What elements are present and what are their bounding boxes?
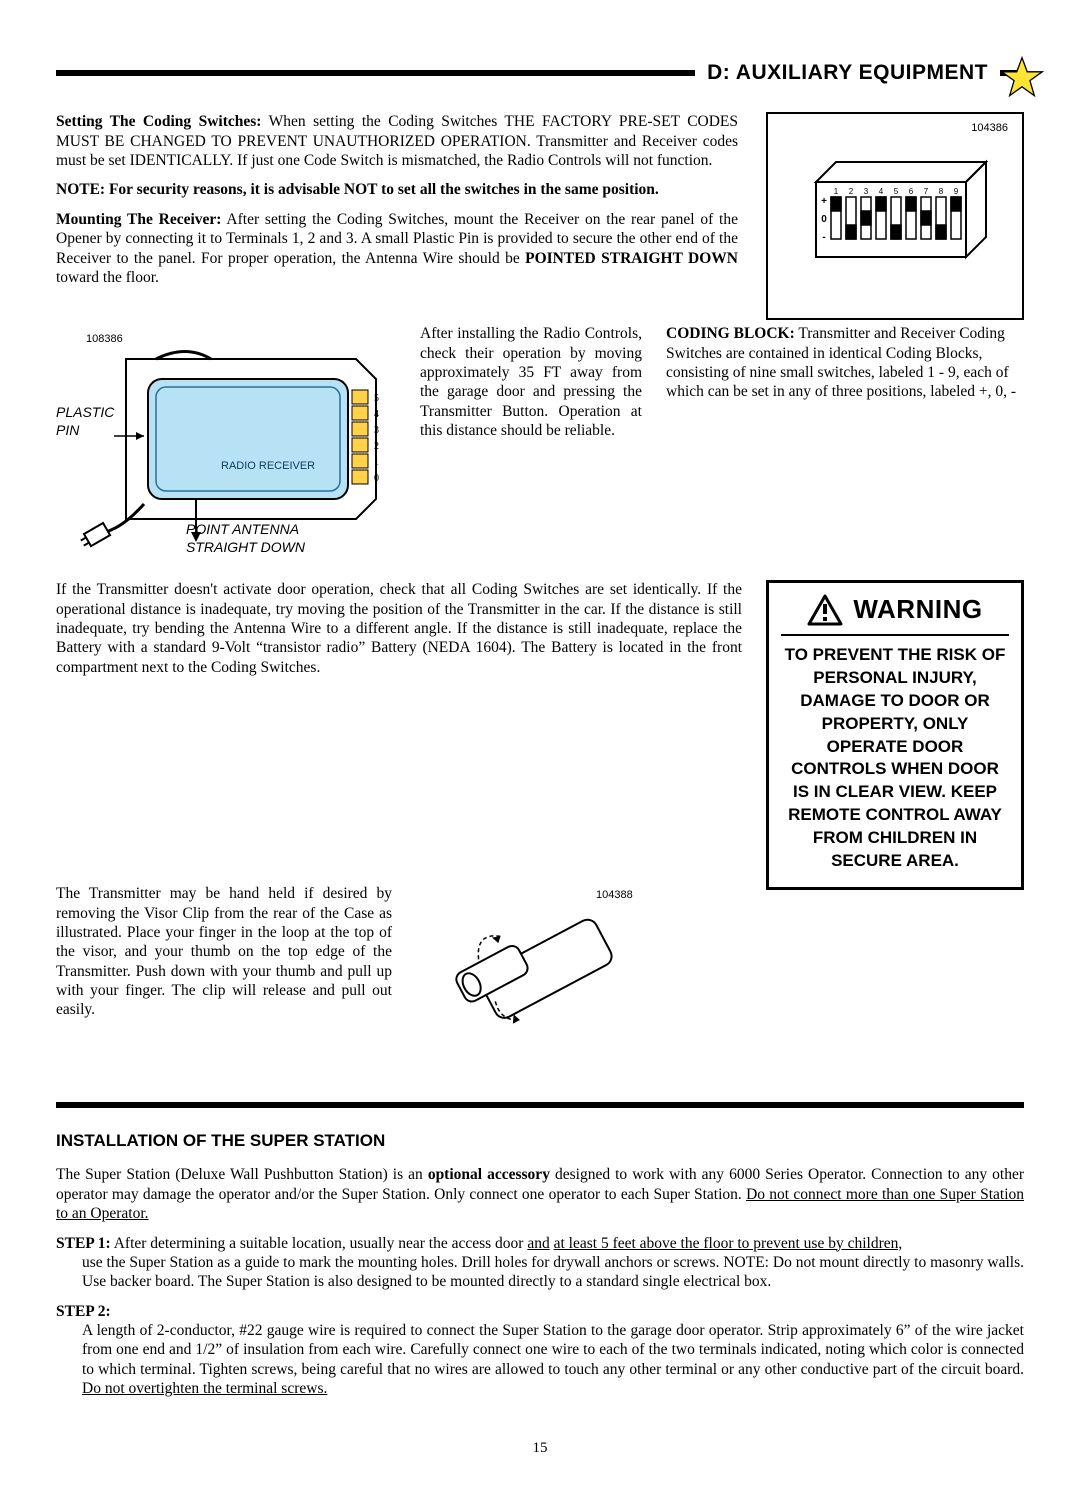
title-star-icon <box>1000 56 1044 100</box>
svg-text:5: 5 <box>374 393 379 404</box>
svg-text:4: 4 <box>879 187 884 196</box>
svg-text:4: 4 <box>374 409 379 420</box>
coding-block-diagram-icon: 1 2 3 4 5 6 7 8 9 +0 - <box>776 122 1016 312</box>
svg-text:108386: 108386 <box>86 333 123 345</box>
page-number: 15 <box>56 1439 1024 1458</box>
para-hand-held: The Transmitter may be hand held if desi… <box>56 884 392 1020</box>
svg-text:3: 3 <box>864 187 869 196</box>
para-after-installing: After installing the Radio Controls, che… <box>420 324 642 440</box>
warning-body: TO PREVENT THE RISK OF PERSONAL INJURY, … <box>781 644 1009 873</box>
para-mounting-receiver: Mounting The Receiver: After setting the… <box>56 210 738 288</box>
para-if-transmitter: If the Transmitter doesn't activate door… <box>56 580 742 677</box>
section-title-bar: D: AUXILIARY EQUIPMENT <box>56 60 1024 86</box>
svg-text:1: 1 <box>834 187 839 196</box>
svg-text:7: 7 <box>924 187 929 196</box>
radio-receiver-diagram-icon: 108386 RADIO RECEIVER 5 4 3 2 1 0 <box>56 324 396 554</box>
install-step-2: STEP 2: A length of 2-conductor, #22 gau… <box>56 1302 1024 1399</box>
install-intro: The Super Station (Deluxe Wall Pushbutto… <box>56 1165 1024 1223</box>
figure-coding-block: 1 0 4 3 8 6 <box>766 112 1024 320</box>
svg-text:5: 5 <box>894 187 899 196</box>
figure-visor-clip: 104388 <box>416 884 640 1074</box>
svg-text:0: 0 <box>821 214 827 225</box>
svg-text:1: 1 <box>374 457 379 468</box>
svg-text:RADIO RECEIVER: RADIO RECEIVER <box>221 460 315 472</box>
para-coding-block: CODING BLOCK: Transmitter and Receiver C… <box>666 324 1024 402</box>
svg-text:-: - <box>822 232 825 243</box>
svg-text:2: 2 <box>374 441 379 452</box>
visor-clip-diagram-icon: 104388 <box>416 884 640 1074</box>
warning-box: WARNING TO PREVENT THE RISK OF PERSONAL … <box>766 580 1024 890</box>
section-divider <box>56 1102 1024 1108</box>
install-heading: INSTALLATION OF THE SUPER STATION <box>56 1130 1024 1151</box>
svg-text:0: 0 <box>374 473 379 484</box>
para-note: NOTE: For security reasons, it is advisa… <box>56 180 738 199</box>
svg-text:9: 9 <box>954 187 959 196</box>
warning-title: WARNING <box>853 593 982 626</box>
svg-text:104388: 104388 <box>596 889 633 901</box>
svg-text:3: 3 <box>374 425 379 436</box>
figure-radio-receiver: 108386 RADIO RECEIVER 5 4 3 2 1 0 <box>56 324 396 624</box>
svg-text:6: 6 <box>909 187 914 196</box>
install-step-1: STEP 1: After determining a suitable loc… <box>56 1234 1024 1292</box>
section-title: D: AUXILIARY EQUIPMENT <box>707 60 988 86</box>
para-setting-switches: Setting The Coding Switches: When settin… <box>56 112 738 170</box>
warning-triangle-icon <box>807 594 843 626</box>
svg-text:8: 8 <box>939 187 944 196</box>
svg-text:+: + <box>821 196 827 207</box>
svg-text:2: 2 <box>849 187 854 196</box>
